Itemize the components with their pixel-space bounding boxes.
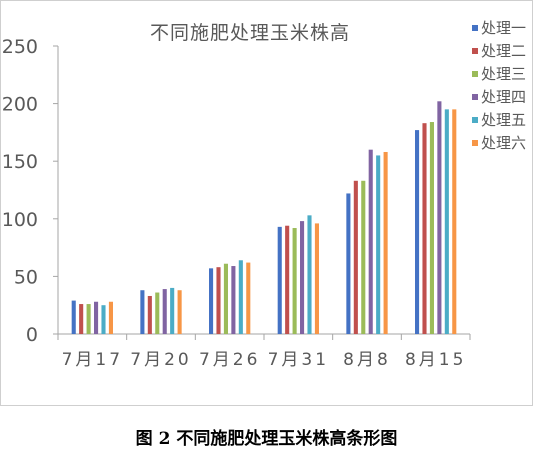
x-axis: 7月17 7月20 7月26 7月31 8月8 8月15 bbox=[57, 333, 471, 370]
bar bbox=[177, 290, 182, 334]
bar bbox=[300, 221, 305, 334]
y-tick-label: 50 bbox=[14, 266, 38, 288]
bar bbox=[216, 267, 221, 334]
bar bbox=[376, 155, 381, 334]
y-tick-label: 250 bbox=[2, 36, 38, 58]
bar bbox=[79, 304, 84, 334]
bar bbox=[307, 215, 312, 334]
bar bbox=[101, 305, 106, 334]
y-tick-label: 100 bbox=[2, 209, 38, 231]
chart-title: 不同施肥处理玉米株高 bbox=[149, 22, 350, 44]
y-axis: 0 50 100 150 200 250 bbox=[2, 36, 59, 346]
x-tick-label: 8月8 bbox=[343, 350, 391, 370]
bar bbox=[238, 260, 243, 334]
y-tick-label: 150 bbox=[2, 151, 38, 173]
bar bbox=[346, 193, 351, 334]
legend-label: 处理四 bbox=[481, 88, 526, 106]
bar bbox=[108, 301, 113, 334]
x-tick-label: 7月17 bbox=[62, 350, 123, 370]
legend-label: 处理六 bbox=[481, 134, 526, 152]
bar bbox=[231, 266, 236, 334]
legend-swatch bbox=[472, 48, 478, 54]
bar bbox=[452, 109, 457, 334]
bar bbox=[223, 263, 228, 334]
bar bbox=[209, 268, 214, 334]
legend-label: 处理一 bbox=[481, 19, 526, 37]
bar bbox=[147, 295, 152, 334]
bar bbox=[155, 292, 160, 334]
figure-caption: 图 2 不同施肥处理玉米株高条形图 bbox=[135, 429, 398, 449]
bar bbox=[94, 301, 99, 334]
bar bbox=[422, 123, 427, 335]
bar bbox=[437, 101, 442, 335]
bar bbox=[285, 225, 290, 334]
bar bbox=[292, 228, 297, 334]
bar bbox=[429, 122, 434, 334]
y-tick-label: 200 bbox=[2, 94, 38, 116]
x-tick-label: 7月26 bbox=[199, 350, 260, 370]
legend-swatch bbox=[472, 140, 478, 146]
bar bbox=[383, 151, 388, 334]
bar bbox=[277, 226, 282, 334]
bar bbox=[71, 300, 76, 334]
x-tick-label: 7月31 bbox=[268, 350, 329, 370]
legend-swatch bbox=[472, 94, 478, 100]
bar bbox=[444, 109, 449, 334]
y-tick-label: 0 bbox=[26, 324, 38, 346]
legend-swatch bbox=[472, 71, 478, 77]
legend-swatch bbox=[472, 117, 478, 123]
bar bbox=[314, 223, 319, 334]
legend-label: 处理五 bbox=[481, 111, 526, 129]
x-tick-label: 7月20 bbox=[130, 350, 191, 370]
bar bbox=[162, 289, 167, 334]
chart-frame bbox=[0, 0, 533, 406]
bar bbox=[140, 290, 145, 334]
bar bbox=[368, 149, 373, 334]
bar bbox=[170, 287, 175, 334]
bar bbox=[246, 262, 251, 334]
legend-label: 处理三 bbox=[481, 65, 526, 83]
bar bbox=[353, 180, 358, 334]
legend-swatch bbox=[472, 25, 478, 31]
x-tick-label: 8月15 bbox=[405, 350, 466, 370]
legend-label: 处理二 bbox=[481, 42, 526, 60]
bar bbox=[415, 130, 420, 334]
bar bbox=[86, 304, 91, 334]
bar bbox=[361, 180, 366, 334]
bars bbox=[71, 101, 457, 335]
